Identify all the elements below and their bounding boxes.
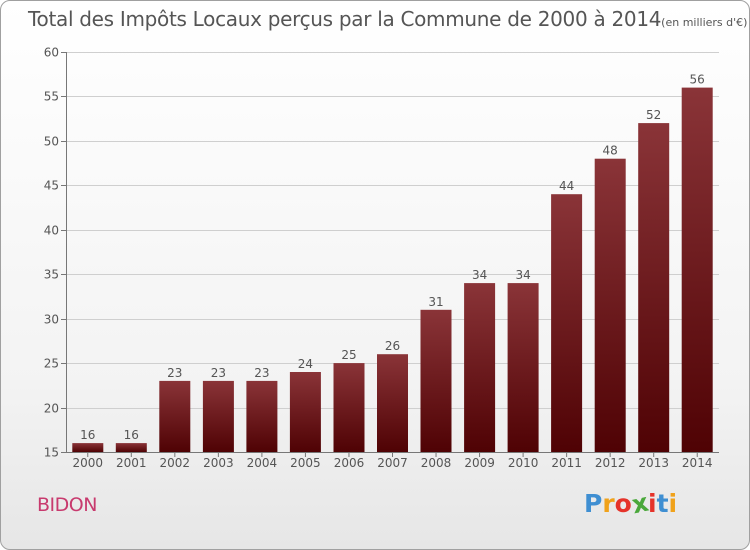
bar-value-label: 56 xyxy=(690,73,705,87)
bar xyxy=(202,380,234,452)
logo-letter: t xyxy=(656,489,669,518)
x-tick-label: 2012 xyxy=(595,456,626,470)
bar-value-label: 34 xyxy=(515,268,530,282)
x-tick-label: 2000 xyxy=(73,456,104,470)
y-tick-label: 25 xyxy=(44,357,59,371)
bar xyxy=(638,123,670,452)
bar xyxy=(246,380,278,452)
bar xyxy=(681,87,713,452)
bar-value-label: 16 xyxy=(124,428,139,442)
bar xyxy=(594,158,626,452)
bar-value-label: 52 xyxy=(646,108,661,122)
bar-value-label: 25 xyxy=(341,348,356,362)
bar xyxy=(159,380,191,452)
x-tick-label: 2004 xyxy=(247,456,278,470)
bar-value-label: 23 xyxy=(211,366,226,380)
y-tick-label: 35 xyxy=(44,268,59,282)
bar xyxy=(333,363,365,452)
x-tick-label: 2013 xyxy=(638,456,669,470)
y-tick-label: 20 xyxy=(44,402,59,416)
x-tick-label: 2014 xyxy=(682,456,713,470)
bar-value-label: 24 xyxy=(298,357,313,371)
chart-title: Total des Impôts Locaux perçus par la Co… xyxy=(28,7,747,31)
y-tick-label: 60 xyxy=(44,46,59,60)
y-tick-label: 30 xyxy=(44,313,59,327)
y-tick-label: 40 xyxy=(44,224,59,238)
x-tick-label: 2010 xyxy=(508,456,539,470)
bar xyxy=(507,283,539,452)
y-tick-label: 45 xyxy=(44,179,59,193)
bar-value-label: 34 xyxy=(472,268,487,282)
commune-name: BIDON xyxy=(37,494,97,516)
bar-value-label: 16 xyxy=(80,428,95,442)
x-tick-label: 2011 xyxy=(551,456,582,470)
x-tick-label: 2005 xyxy=(290,456,321,470)
y-tick-label: 55 xyxy=(44,90,59,104)
bar-value-label: 31 xyxy=(428,295,443,309)
bar xyxy=(464,283,496,452)
logo-letter: o xyxy=(614,489,632,518)
bar-value-label: 48 xyxy=(603,144,618,158)
x-tick-label: 2001 xyxy=(116,456,147,470)
bar xyxy=(289,372,321,452)
logo-letter: i xyxy=(668,489,678,518)
bar xyxy=(72,443,104,452)
bar-value-label: 23 xyxy=(167,366,182,380)
bar xyxy=(551,194,583,452)
bar xyxy=(420,309,452,452)
logo-letter: r xyxy=(602,489,615,518)
bar xyxy=(115,443,147,452)
chart-unit-note: (en milliers d'€) xyxy=(661,16,748,29)
y-tick-label: 50 xyxy=(44,135,59,149)
x-tick-label: 2006 xyxy=(334,456,365,470)
x-tick-label: 2009 xyxy=(464,456,495,470)
logo-letter: i xyxy=(648,489,657,518)
bar-value-label: 23 xyxy=(254,366,269,380)
x-tick-label: 2003 xyxy=(203,456,234,470)
bar xyxy=(377,354,408,452)
proxiti-logo: Proxiti xyxy=(584,488,678,520)
bar-value-label: 44 xyxy=(559,179,574,193)
x-tick-label: 2002 xyxy=(160,456,191,470)
bar-value-label: 26 xyxy=(385,339,400,353)
x-tick-label: 2007 xyxy=(377,456,408,470)
logo-letter: P xyxy=(584,489,603,518)
y-tick-label: 15 xyxy=(44,446,59,460)
x-tick-label: 2008 xyxy=(421,456,452,470)
chart-title-text: Total des Impôts Locaux perçus par la Co… xyxy=(28,7,662,31)
